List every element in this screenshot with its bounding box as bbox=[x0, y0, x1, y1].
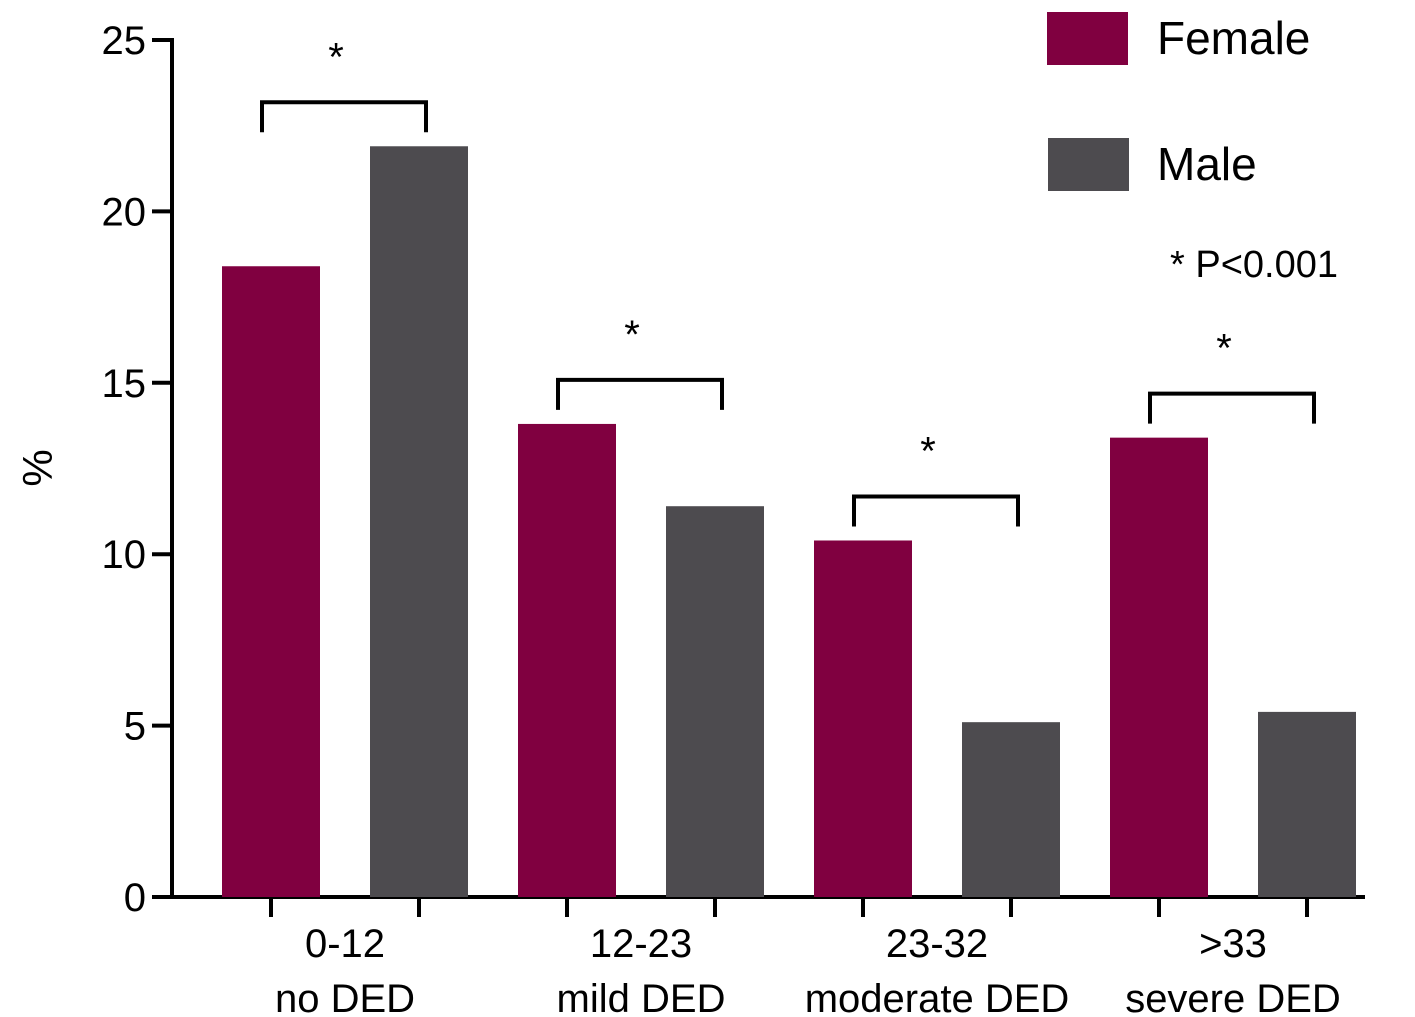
x-tick-label: 12-23 bbox=[590, 922, 692, 966]
y-axis-label: % bbox=[14, 449, 61, 486]
significance-bracket bbox=[556, 377, 724, 410]
legend-label-female: Female bbox=[1157, 12, 1310, 64]
significance-bracket bbox=[260, 100, 428, 133]
p-value-note: * P<0.001 bbox=[1170, 244, 1338, 286]
y-tick-label: 25 bbox=[102, 19, 147, 63]
significance-star: * bbox=[624, 313, 640, 357]
bar-female bbox=[1110, 437, 1208, 897]
x-tick-label: >33 bbox=[1199, 922, 1267, 966]
legend-label-male: Male bbox=[1157, 138, 1257, 190]
x-tick-sublabel: moderate DED bbox=[805, 977, 1070, 1017]
significance-bracket bbox=[1148, 391, 1316, 424]
significance-star: * bbox=[1216, 327, 1232, 371]
y-tick-label: 10 bbox=[102, 533, 147, 577]
x-tick-label: 23-32 bbox=[886, 922, 988, 966]
legend-swatch-male bbox=[1048, 138, 1129, 191]
bar-male bbox=[666, 506, 764, 897]
bars bbox=[222, 146, 1356, 897]
significance-brackets: * * * * bbox=[260, 35, 1316, 527]
bar-female bbox=[222, 266, 320, 897]
y-tick-label: 0 bbox=[124, 876, 146, 920]
x-tick-label: 0-12 bbox=[305, 922, 385, 966]
bar-male bbox=[1258, 711, 1356, 897]
x-tick-sublabel: mild DED bbox=[557, 977, 726, 1017]
y-tick-label: 5 bbox=[124, 705, 146, 749]
y-tick-label: 15 bbox=[102, 362, 147, 406]
significance-star: * bbox=[920, 429, 936, 473]
significance-bracket bbox=[852, 494, 1020, 527]
bar-female bbox=[518, 423, 616, 897]
bar-female bbox=[814, 540, 912, 897]
significance-star: * bbox=[328, 35, 344, 79]
y-tick-label: 20 bbox=[102, 190, 147, 234]
legend-swatch-female bbox=[1047, 12, 1128, 65]
x-tick-sublabel: no DED bbox=[275, 977, 415, 1017]
legend: Female Male bbox=[1047, 12, 1310, 191]
x-tick-sublabel: severe DED bbox=[1125, 977, 1341, 1017]
bar-male bbox=[962, 722, 1060, 897]
axes: 0 5 10 15 20 25 0-12 no DED 12-23 mild DED 23-32 mo… bbox=[102, 19, 1365, 1017]
bar-male bbox=[370, 146, 468, 897]
